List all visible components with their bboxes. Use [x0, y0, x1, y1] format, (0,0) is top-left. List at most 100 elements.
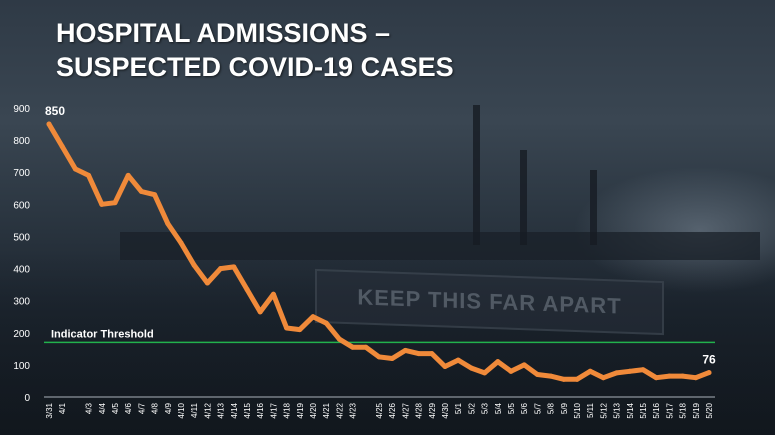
data-point [270, 291, 276, 297]
y-tick-label: 100 [13, 361, 30, 372]
x-tick-label: 5/15 [639, 402, 648, 418]
data-point [653, 375, 659, 381]
data-point [336, 336, 342, 342]
chart-title-line1: HOSPITAL ADMISSIONS – [56, 18, 391, 48]
x-tick-label: 5/8 [547, 402, 556, 414]
x-tick-label: 4/3 [85, 402, 94, 414]
y-tick-label: 900 [13, 104, 30, 115]
y-tick-label: 400 [13, 265, 30, 276]
x-tick-label: 5/13 [613, 402, 622, 418]
data-point [666, 373, 672, 379]
x-tick-label: 4/22 [335, 402, 344, 418]
data-point [680, 373, 686, 379]
y-tick-label: 600 [13, 200, 30, 211]
y-tick-label: 800 [13, 136, 30, 147]
data-point [508, 368, 514, 374]
data-point [389, 355, 395, 361]
background-pier [120, 232, 760, 260]
data-point [468, 365, 474, 371]
x-tick-label: 5/18 [679, 402, 688, 418]
data-point [402, 347, 408, 353]
data-point [46, 121, 52, 127]
data-point [244, 286, 250, 292]
x-tick-label: 4/27 [401, 402, 410, 418]
data-point [323, 320, 329, 326]
chart-title: HOSPITAL ADMISSIONS – SUSPECTED COVID-19… [56, 16, 454, 84]
data-point [284, 325, 290, 331]
data-point [350, 344, 356, 350]
data-point [482, 370, 488, 376]
x-tick-label: 5/5 [507, 402, 516, 414]
x-tick-label: 3/31 [45, 402, 54, 418]
x-tick-label: 4/29 [428, 402, 437, 418]
chart-title-line2: SUSPECTED COVID-19 CASES [56, 52, 454, 82]
data-point [693, 375, 699, 381]
data-point [600, 375, 606, 381]
data-point [495, 359, 501, 365]
data-point [99, 201, 105, 207]
data-point [72, 166, 78, 172]
x-tick-label: 4/1 [58, 402, 67, 414]
data-point [125, 172, 131, 178]
x-tick-label: 5/17 [665, 402, 674, 418]
data-point [521, 362, 527, 368]
data-point [416, 351, 422, 357]
x-tick-label: 4/7 [137, 402, 146, 414]
data-label: 850 [45, 104, 65, 118]
data-point [152, 192, 158, 198]
data-point [59, 144, 65, 150]
data-point [574, 376, 580, 382]
x-tick-label: 5/12 [599, 402, 608, 418]
x-tick-label: 4/18 [283, 402, 292, 418]
data-point [138, 188, 144, 194]
background-pier-post [473, 105, 480, 245]
x-tick-label: 4/15 [243, 402, 252, 418]
data-point [231, 264, 237, 270]
data-point [534, 372, 540, 378]
x-tick-label: 5/20 [705, 402, 714, 418]
x-tick-label: 5/11 [586, 402, 595, 418]
x-tick-label: 4/28 [415, 402, 424, 418]
x-tick-label: 4/9 [164, 402, 173, 414]
data-point [112, 200, 118, 206]
data-point [442, 363, 448, 369]
data-point [165, 221, 171, 227]
background-pier-post [520, 150, 527, 245]
data-point [614, 370, 620, 376]
x-tick-label: 4/4 [98, 402, 107, 414]
x-tick-label: 4/25 [375, 402, 384, 418]
x-tick-label: 4/8 [151, 402, 160, 414]
x-tick-label: 5/3 [481, 402, 490, 414]
data-point [706, 370, 712, 376]
data-point [178, 240, 184, 246]
background-pier-post [590, 170, 597, 245]
x-tick-label: 5/10 [573, 402, 582, 418]
data-point [561, 376, 567, 382]
data-point [587, 368, 593, 374]
data-label: 76 [702, 353, 716, 367]
x-tick-label: 4/6 [124, 402, 133, 414]
data-point [627, 368, 633, 374]
data-point [310, 314, 316, 320]
x-tick-label: 4/20 [309, 402, 318, 418]
data-point [297, 327, 303, 333]
y-tick-label: 300 [13, 297, 30, 308]
series-line [46, 121, 712, 382]
data-point [548, 373, 554, 379]
x-tick-label: 4/14 [230, 402, 239, 418]
x-tick-label: 4/19 [296, 402, 305, 418]
x-tick-label: 5/16 [652, 402, 661, 418]
threshold-label: Indicator Threshold [51, 328, 154, 340]
data-point [429, 351, 435, 357]
x-tick-label: 4/16 [256, 402, 265, 418]
data-point [376, 354, 382, 360]
x-tick-label: 4/13 [217, 402, 226, 418]
data-point [257, 309, 263, 315]
data-point [363, 344, 369, 350]
data-point [86, 172, 92, 178]
x-tick-label: 5/4 [494, 402, 503, 414]
y-tick-label: 200 [13, 329, 30, 340]
x-tick-label: 4/30 [441, 402, 450, 418]
y-tick-label: 0 [24, 393, 30, 404]
